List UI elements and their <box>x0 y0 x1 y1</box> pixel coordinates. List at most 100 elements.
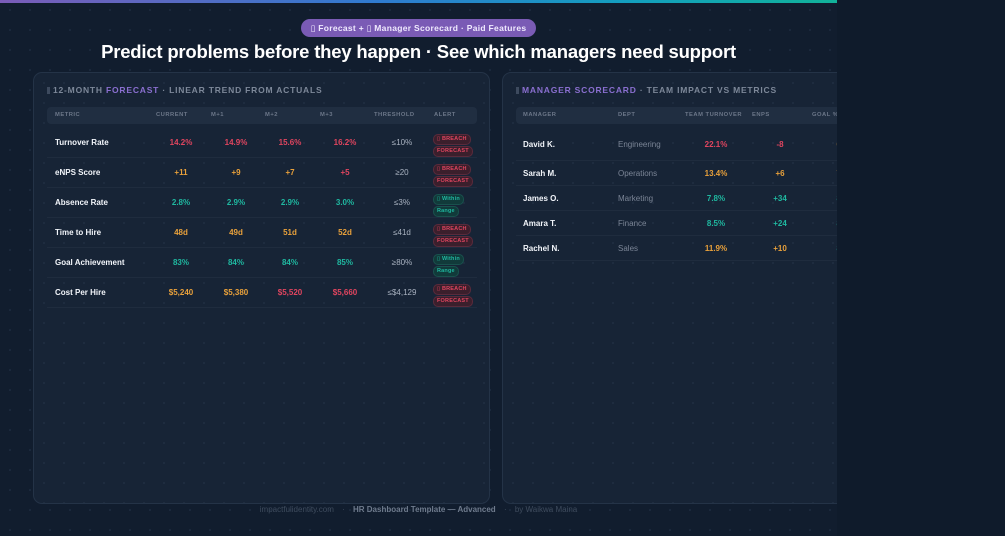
dashboard-viewport: ▯ Forecast + ▯ Manager Scorecard · Paid … <box>0 0 837 536</box>
m3-value: +5 <box>340 168 350 177</box>
metric-name: Turnover Rate <box>55 138 109 147</box>
metric-name: Absence Rate <box>55 198 108 207</box>
table-row[interactable]: David K. Engineering 22.1% -8 68 <box>516 128 837 161</box>
metric-name: Goal Achievement <box>55 258 125 267</box>
breach-badge: ▯ BREACH FORECAST <box>433 224 473 247</box>
col-m1: M+1 <box>211 112 224 118</box>
enps-value: -8 <box>776 140 784 149</box>
m3-value: 85% <box>336 258 353 267</box>
metric-name: Cost Per Hire <box>55 288 106 297</box>
col-threshold: THRESHOLD <box>374 112 415 118</box>
m2-value: 51d <box>283 228 297 237</box>
table-row[interactable]: Goal Achievement 83% 84% 84% 85% ≥80% ▯ … <box>47 248 477 278</box>
goal-value: 68 <box>816 128 838 161</box>
col-dept: DEPT <box>618 112 636 118</box>
col-team-turnover: TEAM TURNOVER <box>685 112 743 118</box>
current-value: +11 <box>174 168 188 177</box>
table-row[interactable]: Time to Hire 48d 49d 51d 52d ≤41d ▯ BREA… <box>47 218 477 248</box>
current-value: 83% <box>172 258 189 267</box>
breach-badge: ▯ BREACH FORECAST <box>433 284 473 307</box>
threshold-value: ≤10% <box>391 138 413 147</box>
col-metric: METRIC <box>55 112 81 118</box>
forecast-panel: 12-MONTH FORECAST · LINEAR TREND FROM AC… <box>33 72 490 504</box>
enps-value: +6 <box>775 169 785 178</box>
threshold-value: ≥20 <box>395 168 409 177</box>
table-row[interactable]: Cost Per Hire $5,240 $5,380 $5,520 $5,66… <box>47 278 477 308</box>
goal-value: 88 <box>816 236 838 261</box>
metric-name: eNPS Score <box>55 168 101 177</box>
m1-value: $5,380 <box>223 288 249 297</box>
enps-value: +34 <box>773 194 787 203</box>
footer-separator: · <box>503 505 507 514</box>
col-enps: ENPS <box>752 112 770 118</box>
m3-value: 52d <box>338 228 352 237</box>
current-value: 14.2% <box>169 138 193 147</box>
col-goal: GOAL % <box>812 112 837 118</box>
m2-value: +7 <box>285 168 295 177</box>
m1-value: +9 <box>231 168 241 177</box>
threshold-value: ≤41d <box>393 228 411 237</box>
breach-badge: ▯ BREACH FORECAST <box>433 164 473 187</box>
dept-name: Marketing <box>618 194 654 203</box>
within-range-badge: ▯ Within Range <box>433 194 464 217</box>
current-value: 2.8% <box>171 198 191 207</box>
threshold-value: ≥80% <box>391 258 413 267</box>
col-m2: M+2 <box>265 112 278 118</box>
breach-badge: ▯ BREACH FORECAST <box>433 134 473 157</box>
table-row[interactable]: Absence Rate 2.8% 2.9% 2.9% 3.0% ≤3% ▯ W… <box>47 188 477 218</box>
gradient-top-bar <box>0 0 837 3</box>
col-current: CURRENT <box>156 112 188 118</box>
forecast-table-body: Turnover Rate 14.2% 14.9% 15.6% 16.2% ≤1… <box>47 128 477 308</box>
threshold-value: ≤$4,129 <box>387 288 417 297</box>
footer: impactfulidentity.com · HR Dashboard Tem… <box>0 505 837 514</box>
table-row[interactable]: eNPS Score +11 +9 +7 +5 ≥20 ▯ BREACH FORE… <box>47 158 477 188</box>
forecast-panel-title: 12-MONTH FORECAST · LINEAR TREND FROM AC… <box>47 85 322 95</box>
metric-name: Time to Hire <box>55 228 102 237</box>
table-row[interactable]: Amara T. Finance 8.5% +24 86 <box>516 211 837 236</box>
m2-value: 2.9% <box>280 198 300 207</box>
scorecard-panel-title: MANAGER SCORECARD · TEAM IMPACT VS METRI… <box>516 85 777 95</box>
m2-value: 15.6% <box>278 138 302 147</box>
manager-scorecard-panel: MANAGER SCORECARD · TEAM IMPACT VS METRI… <box>502 72 837 504</box>
m3-value: 16.2% <box>333 138 357 147</box>
table-row[interactable]: Rachel N. Sales 11.9% +10 88 <box>516 236 837 261</box>
col-manager: MANAGER <box>523 112 557 118</box>
footer-site-link[interactable]: impactfulidentity.com <box>259 505 334 514</box>
table-row[interactable]: James O. Marketing 7.8% +34 89 <box>516 186 837 211</box>
goal-value: 86 <box>816 211 838 236</box>
enps-value: +10 <box>773 244 787 253</box>
goal-value: 89 <box>816 186 838 211</box>
team-turnover-value: 11.9% <box>704 244 728 253</box>
col-alert: ALERT <box>434 112 456 118</box>
m3-value: $5,660 <box>332 288 358 297</box>
col-m3: M+3 <box>320 112 333 118</box>
dept-name: Sales <box>618 244 639 253</box>
current-value: $5,240 <box>168 288 194 297</box>
m3-value: 3.0% <box>335 198 355 207</box>
table-row[interactable]: Sarah M. Operations 13.4% +6 75 <box>516 161 837 186</box>
m2-value: 84% <box>281 258 298 267</box>
dept-name: Finance <box>618 219 647 228</box>
threshold-value: ≤3% <box>394 198 410 207</box>
manager-name: Sarah M. <box>523 169 557 178</box>
goal-value: 75 <box>816 161 838 186</box>
m1-value: 14.9% <box>224 138 248 147</box>
team-turnover-value: 22.1% <box>704 140 728 149</box>
table-row[interactable]: Turnover Rate 14.2% 14.9% 15.6% 16.2% ≤1… <box>47 128 477 158</box>
scorecard-table-header: MANAGER DEPT TEAM TURNOVER ENPS GOAL % <box>516 107 837 124</box>
m1-value: 2.9% <box>226 198 246 207</box>
people-icon <box>516 87 519 95</box>
manager-name: David K. <box>523 140 556 149</box>
current-value: 48d <box>174 228 188 237</box>
team-turnover-value: 8.5% <box>706 219 726 228</box>
manager-name: Rachel N. <box>523 244 560 253</box>
paid-features-badge: ▯ Forecast + ▯ Manager Scorecard · Paid … <box>301 19 536 37</box>
manager-name: Amara T. <box>523 219 557 228</box>
team-turnover-value: 7.8% <box>706 194 726 203</box>
forecast-table-header: METRIC CURRENT M+1 M+2 M+3 THRESHOLD ALE… <box>47 107 477 124</box>
footer-separator: · <box>342 505 345 514</box>
dept-name: Operations <box>618 169 658 178</box>
footer-author: by Waikwa Maina <box>514 505 578 514</box>
enps-value: +24 <box>773 219 787 228</box>
footer-product: HR Dashboard Template — Advanced <box>353 505 496 514</box>
